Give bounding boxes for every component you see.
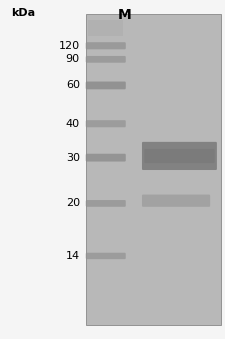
Text: 60: 60 bbox=[66, 80, 80, 91]
FancyBboxPatch shape bbox=[144, 149, 215, 163]
Text: kDa: kDa bbox=[11, 8, 35, 18]
Text: 120: 120 bbox=[59, 41, 80, 51]
Text: M: M bbox=[118, 8, 132, 22]
FancyBboxPatch shape bbox=[142, 195, 210, 207]
Text: 30: 30 bbox=[66, 153, 80, 163]
FancyBboxPatch shape bbox=[86, 253, 126, 259]
Text: 40: 40 bbox=[66, 119, 80, 129]
FancyBboxPatch shape bbox=[86, 120, 126, 127]
FancyBboxPatch shape bbox=[86, 154, 126, 161]
FancyBboxPatch shape bbox=[86, 56, 126, 63]
Bar bbox=[88, 20, 123, 36]
FancyBboxPatch shape bbox=[86, 200, 126, 207]
FancyBboxPatch shape bbox=[142, 142, 217, 170]
Text: 20: 20 bbox=[66, 198, 80, 208]
FancyBboxPatch shape bbox=[86, 81, 126, 89]
Text: 90: 90 bbox=[66, 54, 80, 64]
Text: 14: 14 bbox=[66, 251, 80, 261]
FancyBboxPatch shape bbox=[86, 42, 126, 49]
Bar bbox=[86, 14, 220, 325]
